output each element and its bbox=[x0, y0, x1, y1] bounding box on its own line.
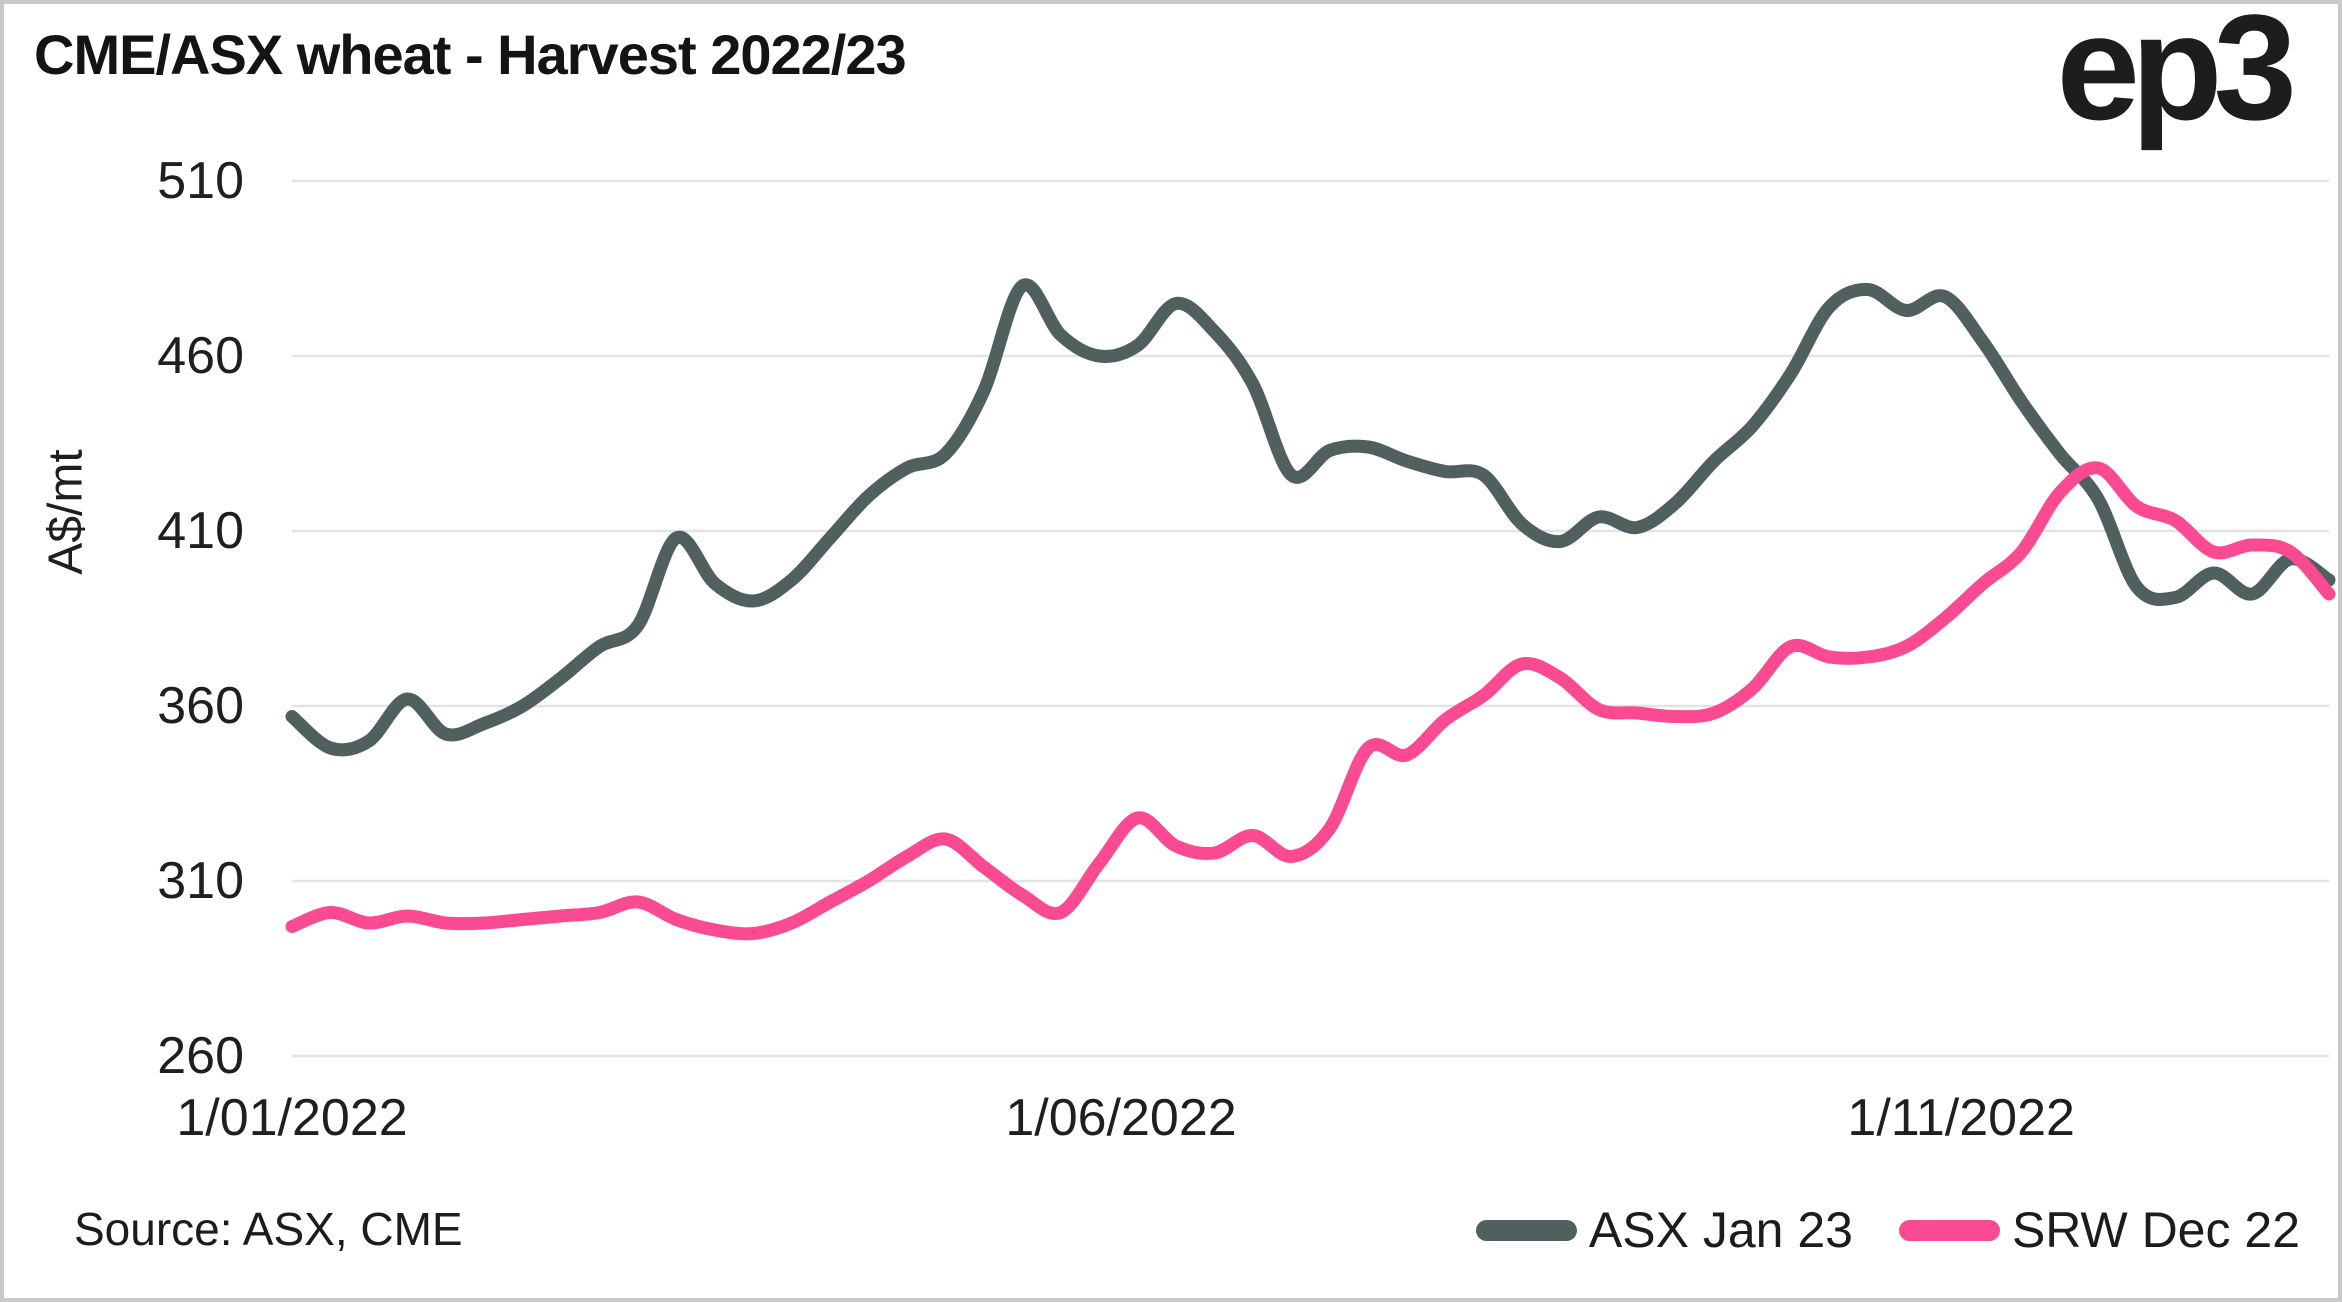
legend-swatch-srw-dec-22 bbox=[1898, 1219, 2000, 1241]
x-tick-1/06/2022: 1/06/2022 bbox=[1005, 1089, 1237, 1147]
legend-swatch-asx-jan-23 bbox=[1475, 1219, 1577, 1241]
legend-label-srw-dec-22: SRW Dec 22 bbox=[2011, 1202, 2300, 1258]
series-lines bbox=[285, 278, 2336, 941]
series-line-srw-dec-22 bbox=[285, 461, 2336, 941]
wheat-price-chart bbox=[285, 179, 2336, 1058]
legend-item-asx-jan-23: ASX Jan 23 bbox=[1475, 1200, 1853, 1260]
legend-label-asx-jan-23: ASX Jan 23 bbox=[1588, 1202, 1853, 1258]
gridlines bbox=[292, 179, 2329, 1058]
y-tick-310: 310 bbox=[157, 852, 244, 910]
y-tick-410: 410 bbox=[157, 502, 244, 560]
legend-item-srw-dec-22: SRW Dec 22 bbox=[1898, 1200, 2300, 1260]
chart-title: CME/ASX wheat - Harvest 2022/23 bbox=[34, 23, 907, 86]
legend: ASX Jan 23 SRW Dec 22 bbox=[1475, 1200, 2300, 1260]
ep3-logo: ep3 bbox=[2056, 0, 2298, 151]
y-tick-360: 360 bbox=[157, 677, 244, 735]
source-note: Source: ASX, CME bbox=[74, 1203, 463, 1255]
y-tick-460: 460 bbox=[157, 327, 244, 385]
x-tick-1/11/2022: 1/11/2022 bbox=[1847, 1089, 2075, 1147]
series-line-asx-jan-23 bbox=[285, 278, 2336, 757]
x-tick-1/01/2022: 1/01/2022 bbox=[176, 1089, 408, 1147]
y-tick-510: 510 bbox=[157, 152, 244, 210]
y-tick-260: 260 bbox=[157, 1027, 244, 1085]
